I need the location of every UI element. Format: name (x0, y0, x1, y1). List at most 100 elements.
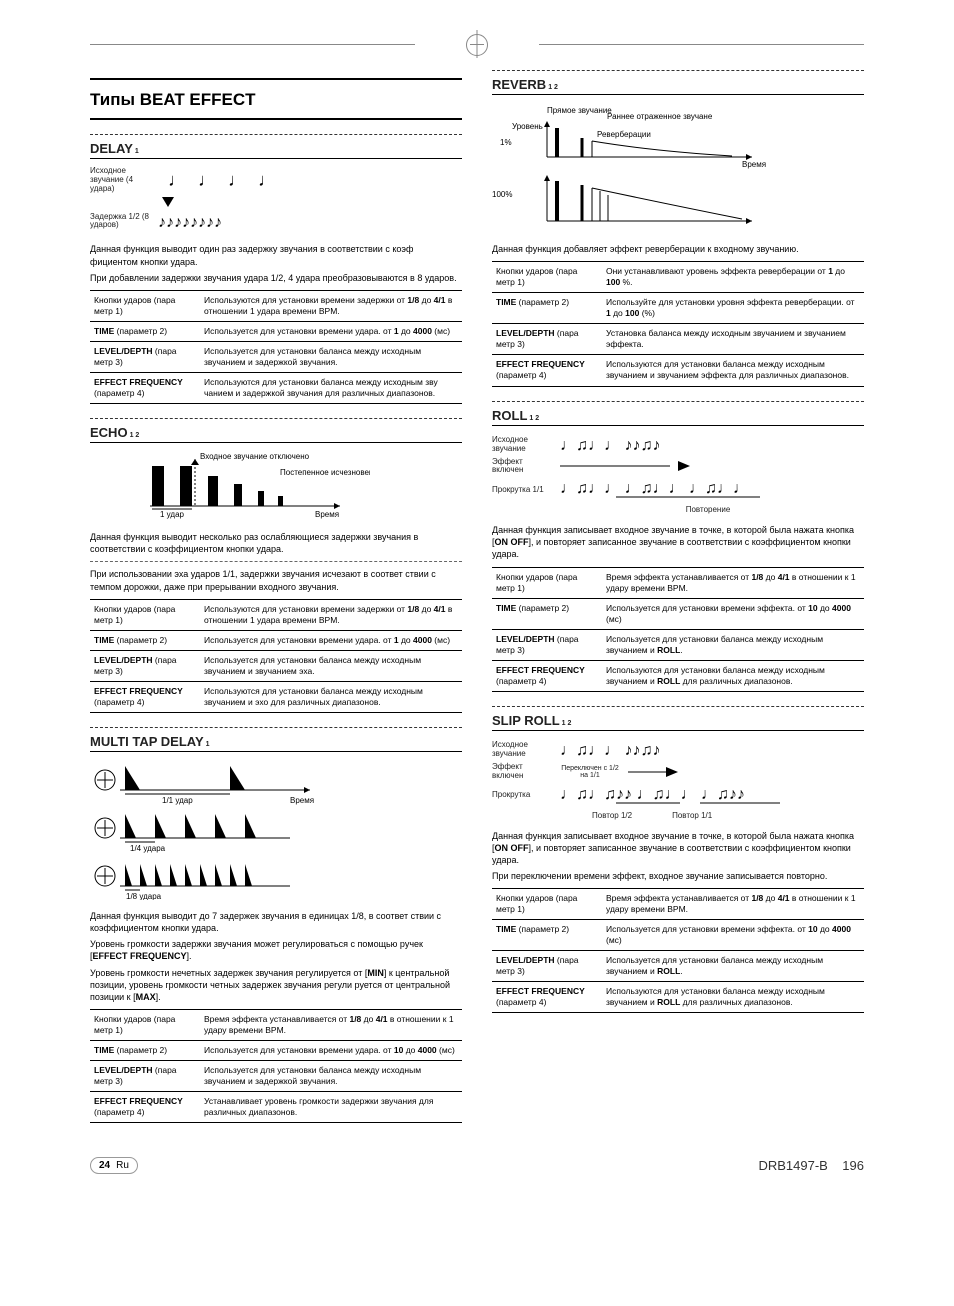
roll-diagram: Исходное звучание ♩♫♩♩ ♪♪♫♪ Эффект включ… (492, 434, 864, 515)
table-row: EFFECT FREQUENCY (параметр 4)Используютс… (492, 355, 864, 386)
desc: При переключении времени эффект, входное… (492, 870, 864, 882)
svg-text:♩♫♩♩ ♪♪♫♪: ♩♫♩♩ ♪♪♫♪ (560, 437, 660, 454)
heading-sup: 1 2 (130, 432, 140, 439)
table-row: TIME (параметр 2)Используется для устано… (492, 920, 864, 951)
divider-dashed (90, 727, 462, 728)
table-cell: Используется для установки баланса между… (200, 1061, 462, 1092)
svg-text:Постепенное исчезновение: Постепенное исчезновение (280, 468, 370, 477)
table-cell: Используются для установки баланса между… (200, 681, 462, 712)
table-cell: Используется для установки баланса между… (200, 341, 462, 372)
desc: При добавлении задержки звучания удара 1… (90, 272, 462, 284)
multitap-diagram: 1/1 удар Время 1/4 удара (90, 760, 462, 900)
table-cell: Кнопки ударов (пара метр 1) (90, 599, 200, 630)
table-row: EFFECT FREQUENCY (параметр 4)Устанавлива… (90, 1092, 462, 1123)
table-cell: EFFECT FREQUENCY (параметр 4) (492, 660, 602, 691)
diagram-label: Повтор 1/1 (672, 811, 712, 820)
heading-text: MULTI TAP DELAY (90, 734, 204, 749)
table-cell: LEVEL/DEPTH (пара метр 3) (492, 629, 602, 660)
svg-text:♩♫♩♫♪♪ ♩♫♩♩ ♩♫♪♪: ♩♫♩♫♪♪ ♩♫♩♩ ♩♫♪♪ (560, 786, 745, 803)
diagram-label: Эффект включен (492, 458, 552, 476)
table-cell: TIME (параметр 2) (90, 321, 200, 341)
echo-diagram: Входное звучание отключено Постепенное и… (90, 451, 462, 521)
diagram-label: Прокрутка 1/1 (492, 486, 552, 495)
sliproll-diagram: Исходное звучание ♩♫♩♩ ♪♪♫♪ Эффект включ… (492, 739, 864, 820)
svg-text:♩: ♩ (228, 170, 246, 190)
table-cell: Используются для установки баланса между… (602, 982, 864, 1013)
table-row: Кнопки ударов (пара метр 1)Используются … (90, 290, 462, 321)
table-cell: Устанавливает уровень громкости задержки… (200, 1092, 462, 1123)
page-footer: 24 Ru DRB1497-B 196 (90, 1157, 864, 1174)
desc: Данная функция записывает входное звучан… (492, 830, 864, 866)
right-column: REVERB 1 2 Прямое звучание Раннее отраже… (492, 70, 864, 1127)
table-cell: Время эффекта устанавливается от 1/8 до … (200, 1010, 462, 1041)
diagram-label: Прокрутка (492, 791, 552, 800)
table-cell: EFFECT FREQUENCY (параметр 4) (492, 982, 602, 1013)
table-cell: Используются для установки времени задер… (200, 599, 462, 630)
heading-text: SLIP ROLL (492, 713, 560, 728)
doc-code: DRB1497-B 196 (758, 1158, 864, 1173)
svg-text:Раннее отраженное звучане: Раннее отраженное звучане (607, 112, 713, 121)
heading-sup: 1 (135, 148, 139, 155)
svg-text:♪♪♪♪♪♪♪♪: ♪♪♪♪♪♪♪♪ (158, 214, 222, 231)
section-heading-multitap: MULTI TAP DELAY 1 (90, 734, 462, 749)
svg-text:Время: Время (742, 160, 766, 169)
multitap-table: Кнопки ударов (пара метр 1)Время эффекта… (90, 1009, 462, 1123)
table-cell: Кнопки ударов (пара метр 1) (90, 1010, 200, 1041)
roll-table: Кнопки ударов (пара метр 1)Время эффекта… (492, 567, 864, 692)
table-row: EFFECT FREQUENCY (параметр 4)Используютс… (492, 660, 864, 691)
table-cell: Установка баланса между исходным звучани… (602, 324, 864, 355)
table-row: TIME (параметр 2)Используется для устано… (90, 321, 462, 341)
svg-text:Реверберации: Реверберации (597, 130, 651, 139)
doc-code-text: DRB1497-B (758, 1158, 827, 1173)
table-cell: LEVEL/DEPTH (пара метр 3) (90, 1061, 200, 1092)
table-cell: Используется для установки времени эффек… (602, 920, 864, 951)
main-heading: Типы BEAT EFFECT (90, 90, 462, 110)
table-cell: Используется для установки времени удара… (200, 1041, 462, 1061)
svg-text:♩: ♩ (258, 170, 276, 190)
table-cell: LEVEL/DEPTH (пара метр 3) (90, 650, 200, 681)
svg-text:Входное звучание отключено: Входное звучание отключено (200, 452, 310, 461)
table-cell: Время эффекта устанавливается от 1/8 до … (602, 889, 864, 920)
heading-sup: 1 2 (548, 84, 558, 91)
rule (90, 442, 462, 443)
table-row: Кнопки ударов (пара метр 1)Используются … (90, 599, 462, 630)
svg-text:1/8 удара: 1/8 удара (126, 892, 162, 900)
divider-dashed (492, 401, 864, 402)
heading-text: ROLL (492, 408, 527, 423)
svg-text:Время: Время (290, 796, 314, 805)
table-row: LEVEL/DEPTH (пара метр 3)Используется дл… (492, 951, 864, 982)
table-cell: Кнопки ударов (пара метр 1) (492, 889, 602, 920)
svg-text:1/1 удар: 1/1 удар (162, 796, 193, 805)
table-row: LEVEL/DEPTH (пара метр 3)Используется дл… (90, 341, 462, 372)
table-cell: Кнопки ударов (пара метр 1) (492, 262, 602, 293)
table-cell: Используется для установки баланса между… (602, 629, 864, 660)
table-cell: Используйте для установки уровня эффекта… (602, 293, 864, 324)
table-row: TIME (параметр 2)Используется для устано… (90, 630, 462, 650)
diagram-label: Эффект включен (492, 763, 552, 781)
svg-text:100%: 100% (492, 190, 512, 199)
rule (90, 158, 462, 159)
rule (492, 730, 864, 731)
desc: Данная функция записывает входное звучан… (492, 524, 864, 560)
table-cell: Используются для установки времени задер… (200, 290, 462, 321)
heading-text: DELAY (90, 141, 133, 156)
section-heading-sliproll: SLIP ROLL 1 2 (492, 713, 864, 728)
diagram-label: Исходное звучание (4 удара) (90, 167, 150, 193)
rule (90, 78, 462, 80)
desc: При использовании эха ударов 1/1, задерж… (90, 568, 462, 592)
desc: Уровень громкости нечетных задержек звуч… (90, 967, 462, 1003)
page-right: 196 (842, 1158, 864, 1173)
divider-dashed (492, 706, 864, 707)
diagram-label: Повтор 1/2 (592, 811, 632, 820)
table-row: TIME (параметр 2)Используется для устано… (492, 598, 864, 629)
diagram-label: Задержка 1/2 (8 ударов) (90, 213, 150, 231)
delay-diagram: Исходное звучание (4 удара) ♩♩♩♩ Задержк… (90, 167, 462, 233)
table-cell: Используется для установки времени эффек… (602, 598, 864, 629)
table-cell: Время эффекта устанавливается от 1/8 до … (602, 567, 864, 598)
table-row: Кнопки ударов (пара метр 1)Время эффекта… (90, 1010, 462, 1041)
table-cell: Используются для установки баланса между… (602, 355, 864, 386)
page-content: Типы BEAT EFFECT DELAY 1 Исходное звучан… (90, 70, 864, 1127)
svg-text:1/4 удара: 1/4 удара (130, 844, 166, 853)
divider-dashed (90, 418, 462, 419)
svg-text:♩♫♩♩ ♩♫♩♩ ♩♫♩♩: ♩♫♩♩ ♩♫♩♩ ♩♫♩♩ (560, 480, 749, 497)
